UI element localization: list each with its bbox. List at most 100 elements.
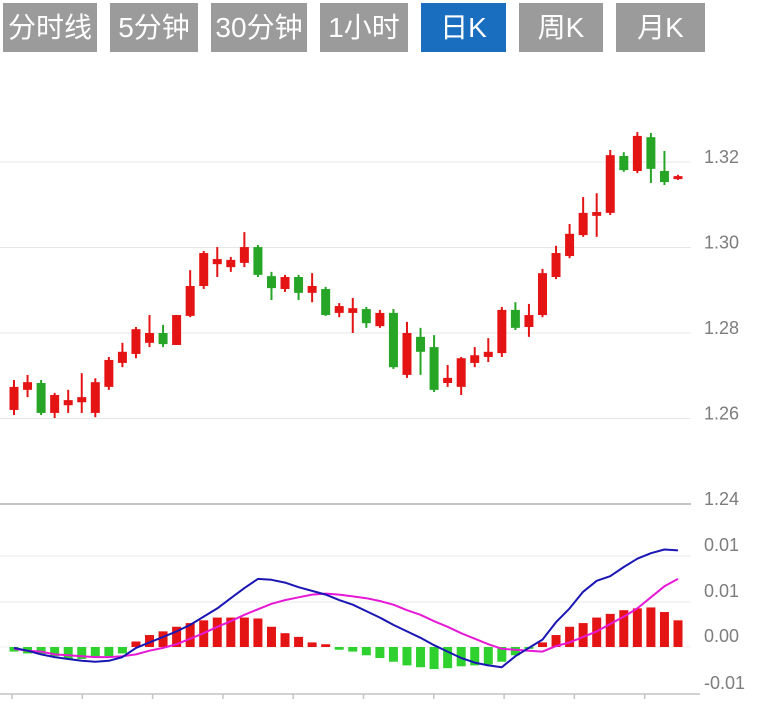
macd-bar-negative [104,647,114,657]
macd-bar-positive [565,626,575,647]
macd-bar-positive [619,610,629,647]
macd-bar-negative [483,647,493,665]
macd-bar-negative [77,647,87,659]
macd-bar-positive [659,612,669,647]
candle-body-up [280,276,290,289]
candle-body-up [63,400,73,406]
macd-bar-positive [145,635,155,647]
macd-bar-positive [131,641,141,647]
macd-bar-positive [185,623,195,647]
candle-body-up [23,382,33,390]
macd-axis-label: 0.01 [704,581,739,601]
macd-bar-negative [416,647,426,668]
candle-body-up [117,351,127,363]
price-axis-label: 1.30 [704,233,739,253]
tab-month-k[interactable]: 月K [616,3,705,52]
candle-body-down [158,333,168,345]
macd-bar-positive [253,618,263,647]
candle-body-up [90,382,100,413]
candle-body-up [104,359,114,387]
candle-body-down [294,276,304,293]
candle-body-down [510,309,520,328]
price-axis-label: 1.32 [704,147,739,167]
dea-line [13,578,679,659]
macd-bar-negative [50,647,60,657]
macd-bar-negative [429,647,439,670]
macd-bar-negative [497,647,507,662]
macd-bar-positive [212,617,222,647]
candle-body-up [443,377,453,384]
candle-body-up [632,135,642,171]
macd-bar-positive [172,626,182,647]
macd-bar-negative [456,647,466,667]
macd-bar-positive [321,644,331,647]
candle-body-up [239,247,249,263]
macd-bar-positive [158,631,168,647]
macd-bar-negative [388,647,398,662]
candle-body-down [416,336,426,352]
candle-body-up [456,358,466,387]
candle-body-up [605,155,615,213]
tab-5min[interactable]: 5分钟 [110,3,198,52]
macd-bar-negative [375,647,385,659]
tab-1hour[interactable]: 1小时 [320,3,408,52]
candle-body-up [402,333,412,375]
candle-body-down [321,288,331,316]
dif-line [13,548,679,669]
candle-body-up [578,212,588,236]
macd-bar-positive [605,613,615,647]
macd-axis-label: 0.01 [704,535,739,555]
tab-day-k[interactable]: 日K [421,3,506,52]
price-axis-label: 1.26 [704,404,739,424]
tab-week-k[interactable]: 周K [519,3,603,52]
candle-body-up [145,333,155,343]
macd-bar-negative [402,647,412,666]
candle-body-up [307,285,317,293]
macd-bar-positive [646,607,656,647]
price-axis-label: 1.24 [704,489,739,509]
candle-body-down [646,137,656,169]
candle-body-up [334,306,344,313]
candle-body-up [9,386,19,410]
interval-tabbar: 分时线 5分钟 30分钟 1小时 日K 周K 月K [3,3,705,52]
candle-body-up [131,329,141,354]
candle-body-up [77,397,87,403]
candle-body-up [565,233,575,257]
macd-bar-positive [294,636,304,647]
candle-body-up [348,308,358,313]
tab-30min[interactable]: 30分钟 [211,3,307,52]
tab-minute-line[interactable]: 分时线 [3,3,97,52]
candle-body-up [172,315,182,345]
candle-body-up [212,259,222,265]
candle-body-down [429,347,439,390]
macd-bar-positive [551,635,561,647]
macd-bar-negative [117,647,127,654]
candle-body-up [537,273,547,316]
macd-bar-positive [537,642,547,647]
candle-body-down [36,383,46,413]
macd-bar-negative [348,647,358,652]
macd-bar-positive [266,626,276,647]
macd-bar-positive [239,617,249,647]
candle-body-up [592,212,602,216]
candle-body-up [673,176,683,180]
candle-body-up [483,351,493,357]
macd-bar-negative [63,647,73,659]
macd-bar-negative [361,647,371,656]
macd-bar-negative [443,647,453,669]
candle-body-up [470,355,480,363]
macd-bar-negative [334,647,344,650]
macd-bar-positive [226,617,236,647]
candle-body-down [266,276,276,289]
candle-body-down [361,309,371,324]
candle-body-down [659,170,669,183]
candle-body-up [497,309,507,354]
macd-bar-positive [280,633,290,647]
macd-bar-positive [673,620,683,647]
candle-body-up [199,253,209,286]
candle-body-up [185,285,195,316]
candle-body-down [253,247,263,275]
macd-bar-positive [632,608,642,647]
macd-bar-positive [578,623,588,647]
